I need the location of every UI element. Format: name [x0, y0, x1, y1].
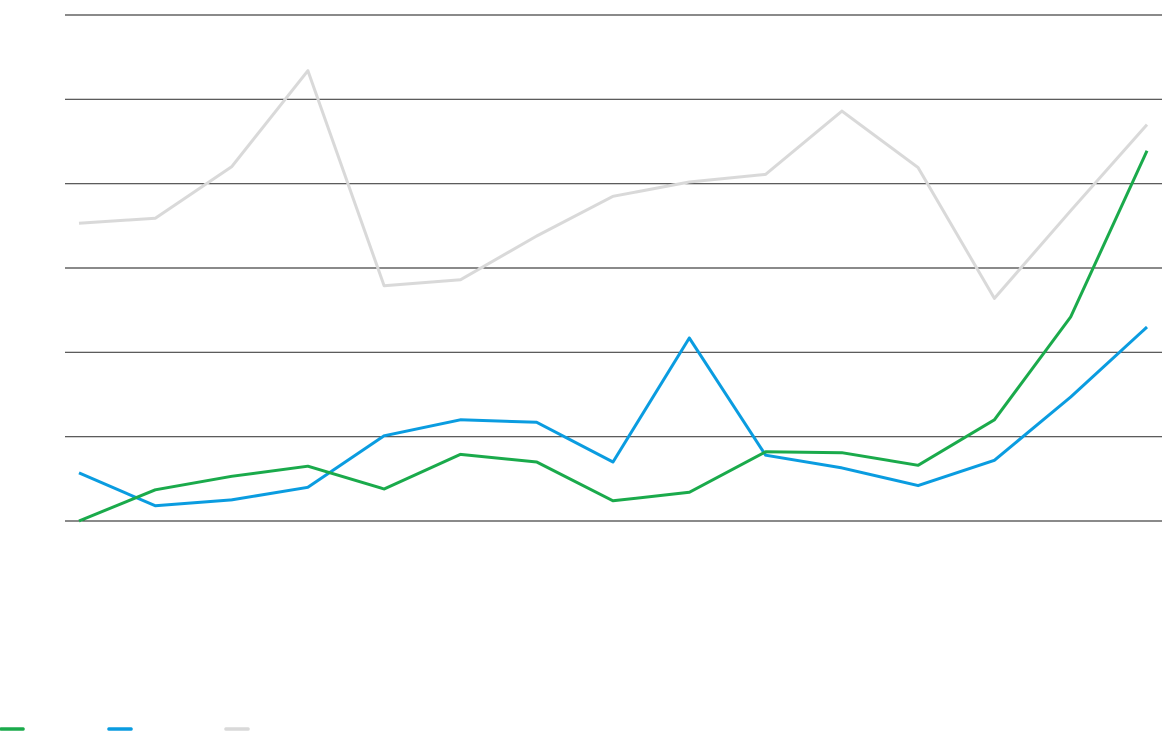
series-line-2	[78, 325, 1149, 508]
series-line-3	[78, 69, 1149, 300]
series-line-1	[78, 150, 1149, 523]
series-lines	[78, 69, 1149, 523]
gridlines	[65, 14, 1162, 522]
